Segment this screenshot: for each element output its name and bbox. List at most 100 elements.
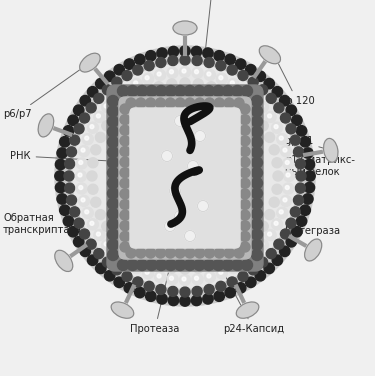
Circle shape — [230, 265, 234, 269]
Circle shape — [120, 125, 130, 135]
Circle shape — [286, 105, 297, 115]
Circle shape — [251, 95, 255, 99]
Circle shape — [64, 171, 74, 181]
Circle shape — [204, 248, 214, 258]
Circle shape — [286, 173, 290, 177]
Ellipse shape — [173, 21, 197, 35]
Circle shape — [70, 207, 80, 217]
Circle shape — [120, 189, 130, 199]
Circle shape — [126, 248, 136, 258]
Circle shape — [87, 219, 98, 230]
Circle shape — [120, 136, 130, 146]
Circle shape — [142, 268, 154, 279]
Circle shape — [195, 248, 205, 258]
Circle shape — [292, 115, 302, 126]
Circle shape — [269, 145, 279, 155]
Circle shape — [286, 218, 296, 228]
Circle shape — [157, 72, 161, 76]
Circle shape — [274, 221, 278, 225]
Circle shape — [82, 208, 93, 218]
Circle shape — [113, 95, 117, 99]
Circle shape — [264, 263, 274, 274]
Circle shape — [127, 259, 138, 270]
Circle shape — [240, 231, 250, 241]
Circle shape — [252, 126, 262, 137]
Circle shape — [283, 148, 287, 152]
Circle shape — [252, 188, 262, 199]
Text: Двухрядная липидная
мембрана: Двухрядная липидная мембрана — [154, 0, 272, 51]
Ellipse shape — [111, 302, 134, 318]
Circle shape — [134, 81, 138, 85]
Circle shape — [305, 171, 315, 181]
Text: Интеграза: Интеграза — [285, 226, 340, 247]
Circle shape — [180, 264, 190, 274]
Circle shape — [219, 256, 229, 265]
Circle shape — [154, 70, 166, 80]
Circle shape — [272, 86, 283, 97]
Circle shape — [214, 50, 224, 61]
Circle shape — [241, 87, 245, 91]
Circle shape — [260, 104, 264, 108]
Circle shape — [296, 183, 305, 193]
Circle shape — [60, 136, 70, 147]
Circle shape — [234, 98, 244, 108]
Circle shape — [86, 103, 96, 113]
Circle shape — [76, 158, 87, 169]
Circle shape — [265, 210, 274, 220]
Circle shape — [283, 183, 294, 194]
Circle shape — [273, 171, 283, 181]
Circle shape — [236, 59, 246, 69]
Circle shape — [180, 78, 190, 88]
Circle shape — [78, 173, 82, 177]
Circle shape — [131, 262, 142, 274]
Circle shape — [290, 135, 300, 145]
Ellipse shape — [324, 138, 338, 162]
Circle shape — [255, 71, 266, 82]
Circle shape — [206, 260, 216, 270]
Circle shape — [240, 200, 250, 209]
Circle shape — [80, 113, 90, 123]
Circle shape — [102, 221, 112, 231]
Circle shape — [214, 291, 224, 302]
Circle shape — [117, 85, 129, 97]
Circle shape — [66, 195, 76, 205]
Circle shape — [192, 274, 203, 285]
Circle shape — [185, 98, 195, 108]
Circle shape — [168, 295, 178, 306]
Circle shape — [165, 220, 176, 232]
Circle shape — [192, 56, 202, 66]
Circle shape — [268, 114, 272, 118]
FancyBboxPatch shape — [130, 108, 240, 248]
Circle shape — [123, 87, 127, 91]
Circle shape — [204, 70, 215, 80]
Circle shape — [258, 121, 268, 131]
Circle shape — [283, 198, 287, 202]
Circle shape — [249, 92, 259, 104]
Circle shape — [257, 240, 268, 250]
Circle shape — [144, 281, 154, 291]
Circle shape — [108, 126, 118, 137]
Circle shape — [55, 46, 315, 306]
Circle shape — [219, 270, 223, 274]
Circle shape — [242, 85, 252, 97]
Circle shape — [236, 283, 246, 293]
Circle shape — [279, 246, 290, 256]
Circle shape — [110, 110, 120, 120]
Circle shape — [130, 93, 140, 103]
Ellipse shape — [259, 46, 280, 64]
Circle shape — [141, 256, 152, 265]
Circle shape — [96, 114, 100, 118]
Circle shape — [280, 113, 291, 123]
Circle shape — [104, 104, 108, 108]
Circle shape — [274, 103, 284, 113]
Circle shape — [108, 177, 118, 189]
Circle shape — [146, 50, 156, 61]
Circle shape — [131, 79, 142, 89]
Circle shape — [279, 96, 290, 106]
Circle shape — [102, 121, 112, 131]
Circle shape — [192, 67, 203, 78]
Circle shape — [193, 79, 203, 89]
Circle shape — [269, 197, 279, 207]
Circle shape — [192, 287, 202, 296]
Circle shape — [168, 287, 178, 296]
